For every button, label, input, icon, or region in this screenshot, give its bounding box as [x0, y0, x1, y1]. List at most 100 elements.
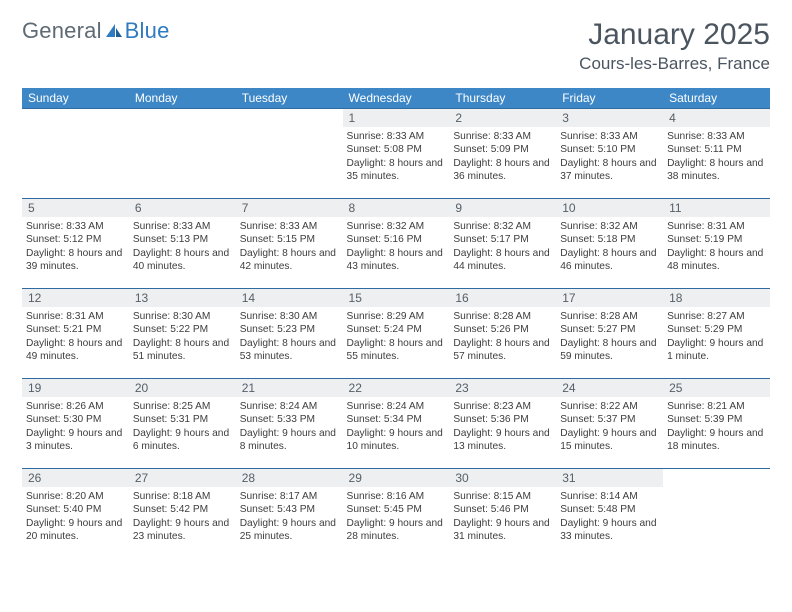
- calendar-head: Sunday Monday Tuesday Wednesday Thursday…: [22, 88, 770, 109]
- calendar-cell: 23Sunrise: 8:23 AMSunset: 5:36 PMDayligh…: [449, 379, 556, 469]
- sunset-line: Sunset: 5:15 PM: [240, 233, 339, 246]
- sunset-line: Sunset: 5:43 PM: [240, 503, 339, 516]
- day-body: Sunrise: 8:20 AMSunset: 5:40 PMDaylight:…: [22, 487, 129, 547]
- sunrise-line: Sunrise: 8:21 AM: [667, 400, 766, 413]
- daylight-line: Daylight: 8 hours and 38 minutes.: [667, 157, 766, 184]
- daylight-line: Daylight: 8 hours and 37 minutes.: [560, 157, 659, 184]
- calendar-cell: 3Sunrise: 8:33 AMSunset: 5:10 PMDaylight…: [556, 109, 663, 199]
- calendar-cell: 16Sunrise: 8:28 AMSunset: 5:26 PMDayligh…: [449, 289, 556, 379]
- sunrise-line: Sunrise: 8:32 AM: [560, 220, 659, 233]
- day-number: 1: [343, 109, 450, 127]
- day-number: 6: [129, 199, 236, 217]
- day-body: Sunrise: 8:21 AMSunset: 5:39 PMDaylight:…: [663, 397, 770, 457]
- daylight-line: Daylight: 9 hours and 31 minutes.: [453, 517, 552, 544]
- sunset-line: Sunset: 5:23 PM: [240, 323, 339, 336]
- sunrise-line: Sunrise: 8:33 AM: [133, 220, 232, 233]
- daylight-line: Daylight: 8 hours and 59 minutes.: [560, 337, 659, 364]
- calendar-cell: [129, 109, 236, 199]
- day-header: Tuesday: [236, 88, 343, 109]
- calendar-cell: 18Sunrise: 8:27 AMSunset: 5:29 PMDayligh…: [663, 289, 770, 379]
- logo-sail-icon: [104, 22, 124, 40]
- sunset-line: Sunset: 5:21 PM: [26, 323, 125, 336]
- calendar-cell: [236, 109, 343, 199]
- day-number: 4: [663, 109, 770, 127]
- day-body: Sunrise: 8:31 AMSunset: 5:21 PMDaylight:…: [22, 307, 129, 367]
- sunset-line: Sunset: 5:46 PM: [453, 503, 552, 516]
- daylight-line: Daylight: 9 hours and 33 minutes.: [560, 517, 659, 544]
- day-number: 3: [556, 109, 663, 127]
- calendar-cell: 5Sunrise: 8:33 AMSunset: 5:12 PMDaylight…: [22, 199, 129, 289]
- sunrise-line: Sunrise: 8:33 AM: [667, 130, 766, 143]
- location: Cours-les-Barres, France: [579, 54, 770, 74]
- day-number: 21: [236, 379, 343, 397]
- sunset-line: Sunset: 5:30 PM: [26, 413, 125, 426]
- sunset-line: Sunset: 5:24 PM: [347, 323, 446, 336]
- day-header: Sunday: [22, 88, 129, 109]
- calendar-week-row: 1Sunrise: 8:33 AMSunset: 5:08 PMDaylight…: [22, 109, 770, 199]
- sunrise-line: Sunrise: 8:28 AM: [560, 310, 659, 323]
- sunset-line: Sunset: 5:26 PM: [453, 323, 552, 336]
- sunset-line: Sunset: 5:37 PM: [560, 413, 659, 426]
- sunset-line: Sunset: 5:13 PM: [133, 233, 232, 246]
- sunset-line: Sunset: 5:09 PM: [453, 143, 552, 156]
- sunrise-line: Sunrise: 8:23 AM: [453, 400, 552, 413]
- sunset-line: Sunset: 5:22 PM: [133, 323, 232, 336]
- sunset-line: Sunset: 5:18 PM: [560, 233, 659, 246]
- sunset-line: Sunset: 5:36 PM: [453, 413, 552, 426]
- sunrise-line: Sunrise: 8:26 AM: [26, 400, 125, 413]
- day-number: 23: [449, 379, 556, 397]
- daylight-line: Daylight: 9 hours and 8 minutes.: [240, 427, 339, 454]
- daylight-line: Daylight: 8 hours and 36 minutes.: [453, 157, 552, 184]
- sunrise-line: Sunrise: 8:33 AM: [453, 130, 552, 143]
- calendar-week-row: 5Sunrise: 8:33 AMSunset: 5:12 PMDaylight…: [22, 199, 770, 289]
- calendar-cell: 2 Sunrise: 8:33 AMSunset: 5:09 PMDaylight…: [449, 109, 556, 199]
- day-body: Sunrise: 8:18 AMSunset: 5:42 PMDaylight:…: [129, 487, 236, 547]
- sunrise-line: Sunrise: 8:24 AM: [347, 400, 446, 413]
- calendar-cell: 21Sunrise: 8:24 AMSunset: 5:33 PMDayligh…: [236, 379, 343, 469]
- day-number: 7: [236, 199, 343, 217]
- day-body: Sunrise: 8:30 AMSunset: 5:23 PMDaylight:…: [236, 307, 343, 367]
- sunrise-line: Sunrise: 8:32 AM: [453, 220, 552, 233]
- day-number: 2: [449, 109, 556, 127]
- sunrise-line: Sunrise: 8:14 AM: [560, 490, 659, 503]
- sunrise-line: Sunrise: 8:31 AM: [667, 220, 766, 233]
- sunrise-line: Sunrise: 8:24 AM: [240, 400, 339, 413]
- day-body: Sunrise: 8:28 AMSunset: 5:27 PMDaylight:…: [556, 307, 663, 367]
- day-number: 28: [236, 469, 343, 487]
- calendar-cell: 7Sunrise: 8:33 AMSunset: 5:15 PMDaylight…: [236, 199, 343, 289]
- daylight-line: Daylight: 9 hours and 6 minutes.: [133, 427, 232, 454]
- day-body: Sunrise: 8:28 AMSunset: 5:26 PMDaylight:…: [449, 307, 556, 367]
- day-body: Sunrise: 8:33 AMSunset: 5:10 PMDaylight:…: [556, 127, 663, 187]
- sunset-line: Sunset: 5:48 PM: [560, 503, 659, 516]
- calendar-cell: 29Sunrise: 8:16 AMSunset: 5:45 PMDayligh…: [343, 469, 450, 559]
- sunset-line: Sunset: 5:16 PM: [347, 233, 446, 246]
- sunrise-line: Sunrise: 8:33 AM: [26, 220, 125, 233]
- daylight-line: Daylight: 9 hours and 25 minutes.: [240, 517, 339, 544]
- daylight-line: Daylight: 9 hours and 3 minutes.: [26, 427, 125, 454]
- sunset-line: Sunset: 5:12 PM: [26, 233, 125, 246]
- day-number: 20: [129, 379, 236, 397]
- day-number: 22: [343, 379, 450, 397]
- calendar-cell: 27Sunrise: 8:18 AMSunset: 5:42 PMDayligh…: [129, 469, 236, 559]
- sunrise-line: Sunrise: 8:33 AM: [240, 220, 339, 233]
- calendar-cell: 11Sunrise: 8:31 AMSunset: 5:19 PMDayligh…: [663, 199, 770, 289]
- day-number: 8: [343, 199, 450, 217]
- calendar-cell: 24Sunrise: 8:22 AMSunset: 5:37 PMDayligh…: [556, 379, 663, 469]
- day-body: Sunrise: 8:27 AMSunset: 5:29 PMDaylight:…: [663, 307, 770, 367]
- daylight-line: Daylight: 9 hours and 1 minute.: [667, 337, 766, 364]
- day-body: Sunrise: 8:29 AMSunset: 5:24 PMDaylight:…: [343, 307, 450, 367]
- calendar-cell: 9Sunrise: 8:32 AMSunset: 5:17 PMDaylight…: [449, 199, 556, 289]
- day-number: 10: [556, 199, 663, 217]
- calendar-cell: 19Sunrise: 8:26 AMSunset: 5:30 PMDayligh…: [22, 379, 129, 469]
- day-number: 24: [556, 379, 663, 397]
- day-body: Sunrise: 8:33 AMSunset: 5:15 PMDaylight:…: [236, 217, 343, 277]
- calendar-cell: 15Sunrise: 8:29 AMSunset: 5:24 PMDayligh…: [343, 289, 450, 379]
- day-body: Sunrise: 8:24 AMSunset: 5:33 PMDaylight:…: [236, 397, 343, 457]
- daylight-line: Daylight: 8 hours and 48 minutes.: [667, 247, 766, 274]
- day-body: Sunrise: 8:23 AMSunset: 5:36 PMDaylight:…: [449, 397, 556, 457]
- calendar-week-row: 19Sunrise: 8:26 AMSunset: 5:30 PMDayligh…: [22, 379, 770, 469]
- daylight-line: Daylight: 8 hours and 35 minutes.: [347, 157, 446, 184]
- calendar-cell: 8Sunrise: 8:32 AMSunset: 5:16 PMDaylight…: [343, 199, 450, 289]
- daylight-line: Daylight: 9 hours and 13 minutes.: [453, 427, 552, 454]
- calendar-cell: [22, 109, 129, 199]
